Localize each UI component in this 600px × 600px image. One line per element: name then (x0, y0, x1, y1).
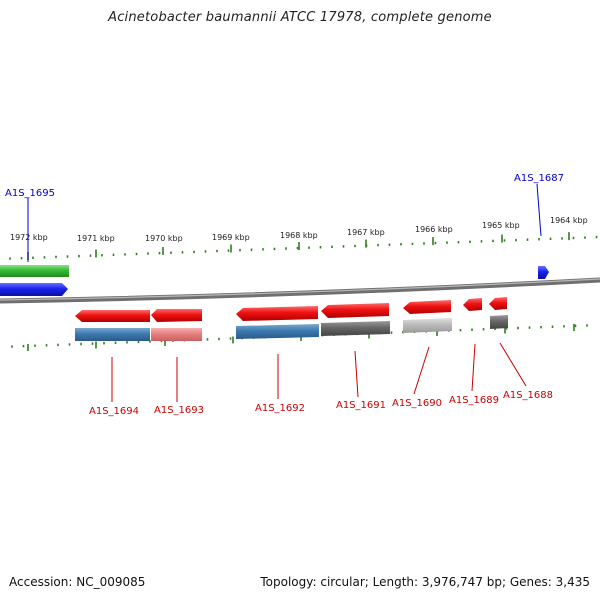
label-a1s-1688[interactable]: A1S_1688 (503, 390, 553, 401)
leader-a1s-1691 (354, 350, 359, 398)
pink-block (151, 328, 202, 341)
darkgray-block-1 (321, 321, 390, 336)
label-a1s-1691[interactable]: A1S_1691 (336, 400, 386, 411)
label-a1s-1690[interactable]: A1S_1690 (392, 398, 442, 409)
lightgray-block (403, 318, 452, 333)
ruler-kbp-label: 1972 kbp (10, 233, 48, 242)
ruler-kbp-label: 1969 kbp (212, 233, 250, 242)
gene-arrow-a1s-1690[interactable] (403, 300, 451, 314)
ruler-kbp-label: 1966 kbp (415, 225, 453, 234)
genome-backbone-highlight (0, 278, 600, 301)
genome-summary-text: Topology: circular; Length: 3,976,747 bp… (260, 575, 590, 589)
label-a1s-1695[interactable]: A1S_1695 (5, 188, 55, 199)
leader-a1s-1688 (499, 342, 527, 387)
blue-forward-gene-arrow[interactable] (0, 283, 68, 296)
label-a1s-1693[interactable]: A1S_1693 (154, 405, 204, 416)
label-a1s-1687[interactable]: A1S_1687 (514, 173, 564, 184)
steelblue-block-1 (75, 328, 150, 341)
label-a1s-1694[interactable]: A1S_1694 (89, 406, 139, 417)
blue-forward-gene-arrow-small[interactable] (538, 266, 549, 279)
gene-arrow-a1s-1693[interactable] (151, 309, 202, 322)
upper-kbp-ruler: 1972 kbp 1971 kbp 1970 kbp 1969 kbp 1968 kbp… (9, 216, 598, 260)
ruler-kbp-label: 1970 kbp (145, 234, 183, 243)
leader-a1s-1687 (536, 183, 542, 237)
ruler-kbp-label: 1968 kbp (280, 231, 318, 240)
darkgray-block-2 (490, 315, 508, 329)
gene-arrow-a1s-1689[interactable] (463, 298, 482, 311)
label-a1s-1689[interactable]: A1S_1689 (449, 395, 499, 406)
genome-title: Acinetobacter baumannii ATCC 17978, comp… (108, 10, 492, 25)
ruler-kbp-label: 1967 kbp (347, 228, 385, 237)
label-a1s-1692[interactable]: A1S_1692 (255, 403, 305, 414)
leader-a1s-1690 (413, 346, 430, 395)
ruler-kbp-label: 1964 kbp (550, 216, 588, 225)
leader-a1s-1689 (471, 343, 476, 392)
accession-text: Accession: NC_009085 (9, 575, 146, 589)
ruler-kbp-label: 1971 kbp (77, 234, 115, 243)
gene-arrow-a1s-1692[interactable] (236, 306, 318, 321)
gene-arrow-a1s-1691[interactable] (321, 303, 389, 318)
green-forward-gene[interactable] (0, 265, 69, 277)
gene-arrow-a1s-1688[interactable] (489, 297, 507, 310)
gene-arrow-a1s-1694[interactable] (75, 310, 150, 322)
ruler-kbp-label: 1965 kbp (482, 221, 520, 230)
genome-backbone (0, 277, 600, 304)
steelblue-block-2 (236, 324, 319, 339)
